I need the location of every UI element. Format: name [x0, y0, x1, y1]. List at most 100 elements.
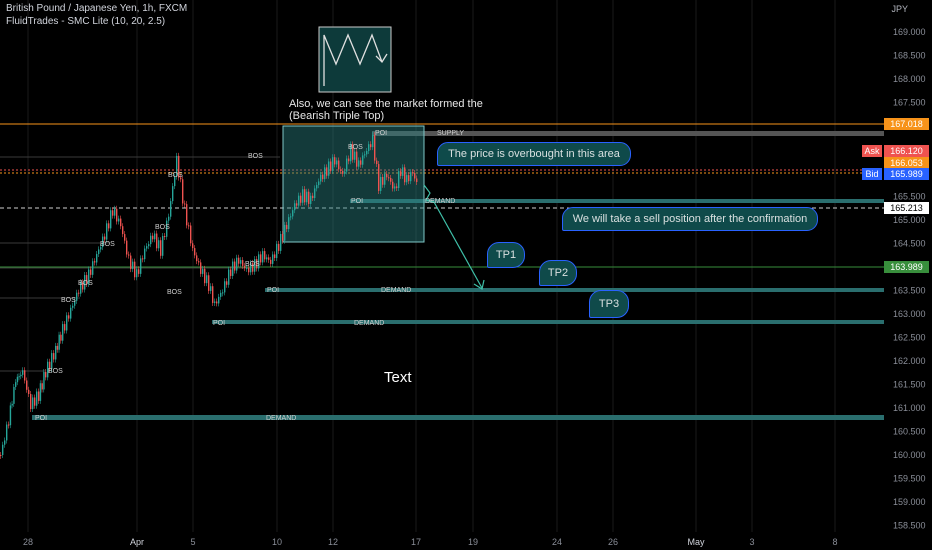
time-tick: 8 — [832, 537, 837, 547]
time-axis[interactable]: 28 Apr 5 10 12 17 19 24 26 May 3 8 — [23, 537, 838, 547]
candle-body — [366, 150, 368, 155]
candle-body — [158, 240, 160, 249]
price-tick: 163.500 — [893, 286, 926, 296]
candle-body — [344, 171, 346, 174]
candle-body — [320, 174, 322, 182]
candle-body — [226, 281, 228, 285]
overbought-callout[interactable]: The price is overbought in this area — [437, 142, 631, 166]
triple-top-box[interactable] — [282, 125, 425, 243]
candle-body — [356, 151, 358, 167]
ask-label: Ask — [862, 145, 882, 157]
bos-label-7: BOS — [78, 280, 93, 287]
time-tick: 10 — [272, 537, 282, 547]
candle-body — [272, 254, 274, 264]
time-tick: May — [687, 537, 705, 547]
candle-body — [140, 258, 142, 274]
candle-body — [0, 455, 2, 456]
candle-body — [408, 175, 410, 182]
supply-price-tag: 167.018 — [884, 118, 929, 130]
candle-body — [258, 254, 260, 269]
tp3-callout[interactable]: TP3 — [589, 290, 629, 318]
candle-body — [274, 254, 276, 258]
candle-body — [232, 261, 234, 276]
tp2-callout[interactable]: TP2 — [539, 260, 577, 286]
candle-body — [84, 275, 86, 290]
demand-zone-band-4 — [32, 415, 884, 420]
candle-body — [234, 261, 236, 271]
candle-body — [55, 345, 57, 360]
text-label[interactable]: Text — [384, 369, 412, 386]
candle-body — [66, 315, 68, 331]
candle-body — [380, 176, 382, 191]
candle-body — [294, 203, 296, 211]
candle-body — [116, 208, 118, 222]
price-tick: 158.500 — [893, 521, 926, 531]
demand-label-3: DEMAND — [354, 320, 384, 327]
tp1-callout[interactable]: TP1 — [487, 242, 525, 268]
price-tick: 168.000 — [893, 74, 926, 84]
candle-body — [292, 210, 294, 217]
candle-body — [212, 286, 214, 303]
price-tick: 161.500 — [893, 380, 926, 390]
sell-callout[interactable]: We will take a sell position after the c… — [562, 207, 818, 231]
time-tick: Apr — [130, 537, 144, 547]
price-tick: 165.000 — [893, 215, 926, 225]
currency-label: JPY — [891, 4, 908, 14]
candle-body — [394, 186, 396, 189]
candle-body — [384, 173, 386, 185]
candle-body — [56, 345, 59, 350]
candle-body — [228, 269, 230, 285]
poi-label-5: POI — [35, 415, 47, 422]
candle-body — [410, 172, 412, 182]
candle-body — [148, 244, 150, 247]
candle-body — [204, 268, 206, 284]
candle-body — [340, 169, 342, 171]
candle-body — [20, 374, 22, 377]
candle-body — [328, 161, 330, 176]
candle-body — [308, 191, 310, 204]
candle-body — [106, 223, 108, 240]
candle-body — [330, 161, 332, 171]
candle-body — [51, 353, 53, 370]
candle-body — [326, 167, 328, 176]
candle-body — [196, 255, 198, 262]
candle-body — [284, 224, 286, 241]
candle-body — [156, 233, 158, 249]
price-tick: 163.000 — [893, 309, 926, 319]
price-axis[interactable]: 169.000168.500168.000167.500167.000166.5… — [893, 27, 926, 531]
indicator-title: FluidTrades - SMC Lite (10, 20, 2.5) — [6, 16, 166, 27]
candle-body — [250, 262, 252, 273]
current-price-tag: 165.213 — [884, 202, 929, 214]
candle-body — [376, 160, 378, 165]
candle-body — [276, 243, 278, 258]
candle-body — [45, 372, 47, 378]
candle-body — [154, 233, 156, 240]
candle-body — [398, 171, 400, 189]
candle-body — [194, 248, 196, 256]
candle-body — [112, 210, 114, 216]
zones — [32, 131, 884, 420]
candlesticks — [0, 132, 418, 459]
triple-top-pattern-icon — [318, 26, 392, 93]
triple-top-note[interactable]: Also, we can see the market formed the (… — [289, 98, 483, 122]
candle-body — [2, 444, 4, 455]
candle-body — [72, 305, 74, 308]
price-tick: 159.500 — [893, 474, 926, 484]
candle-body — [268, 257, 270, 260]
candle-body — [146, 246, 148, 249]
candle-body — [392, 181, 394, 189]
price-tick: 168.500 — [893, 51, 926, 61]
triple-top-note-line1: Also, we can see the market formed the — [289, 98, 483, 110]
candle-body — [248, 267, 250, 273]
poi-label-3: POI — [267, 287, 279, 294]
candle-body — [74, 300, 76, 306]
time-tick: 12 — [328, 537, 338, 547]
bos-label-5: BOS — [155, 224, 170, 231]
candle-body — [70, 307, 72, 319]
candle-body — [282, 234, 284, 241]
candle-body — [242, 260, 244, 266]
candle-body — [312, 195, 314, 199]
green-price-tag: 163.989 — [884, 261, 929, 273]
candle-body — [170, 201, 172, 217]
